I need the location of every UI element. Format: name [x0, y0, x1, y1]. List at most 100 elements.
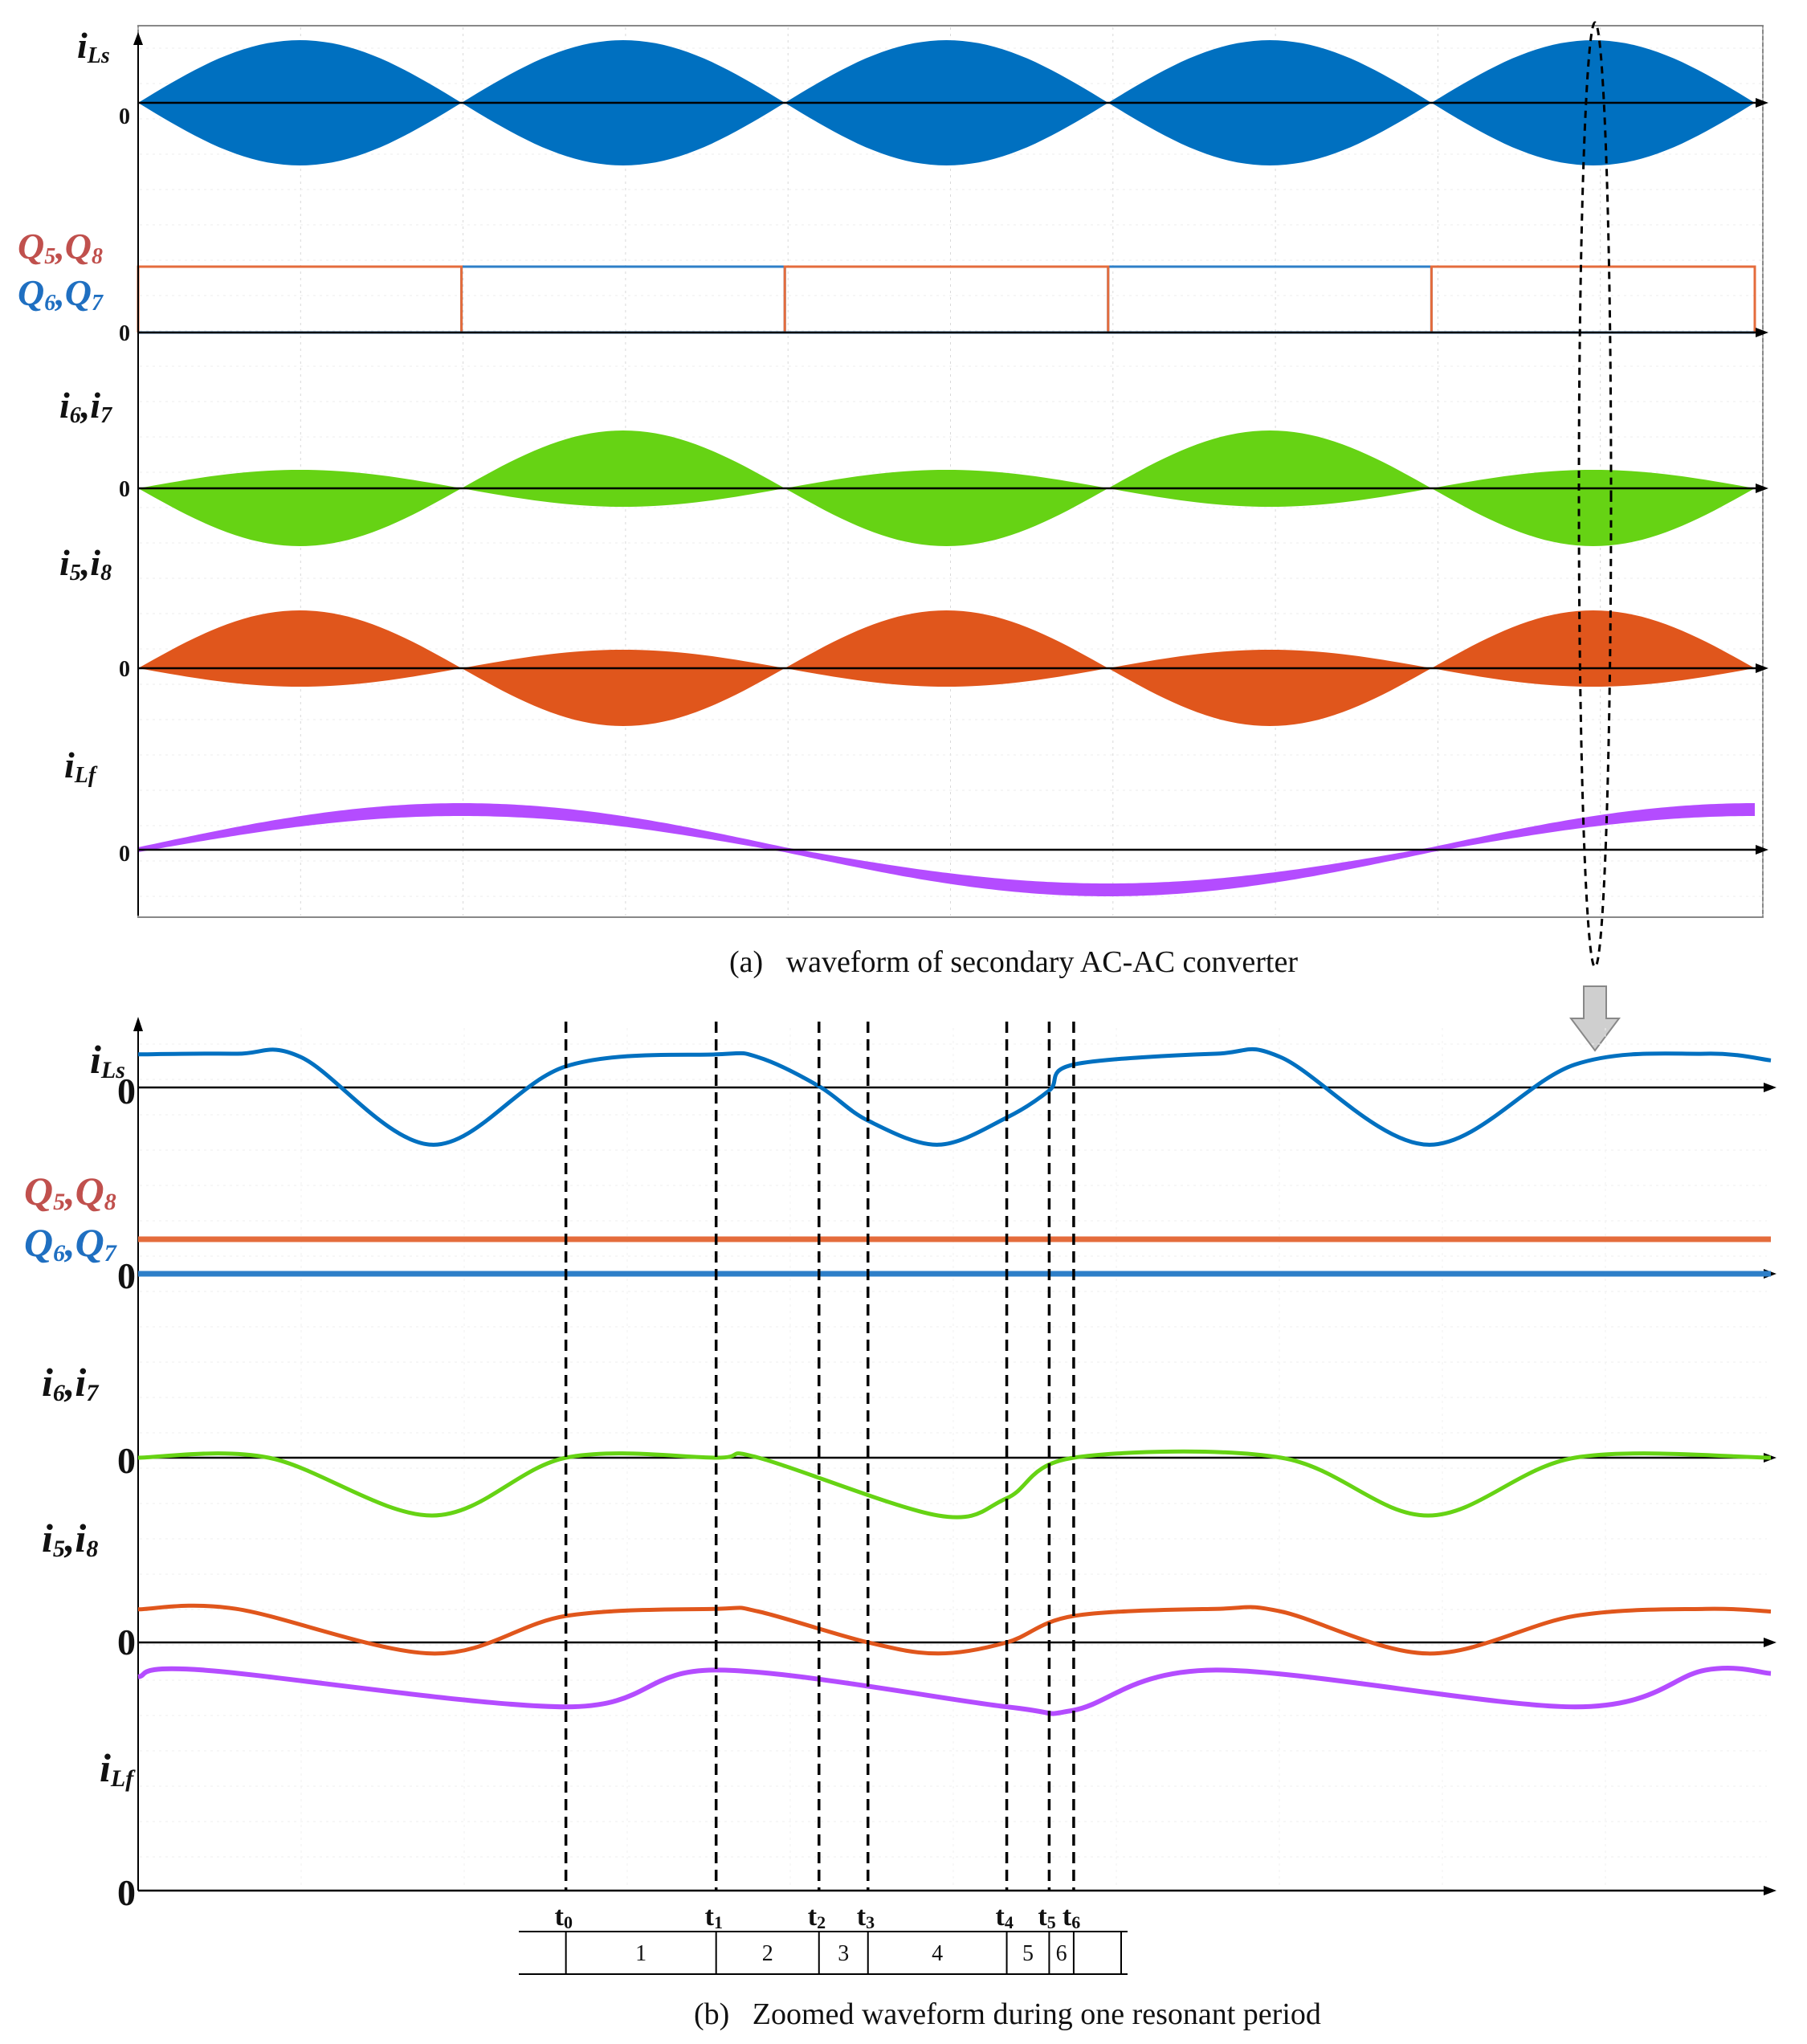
- label-a-i58-sub2: 8: [100, 561, 112, 585]
- label-a-iLs: iLs: [77, 25, 110, 68]
- interval-label-5: 5: [1022, 1941, 1034, 1966]
- label-a-iLf: iLf: [64, 745, 98, 788]
- label-b-i58-sub2: 8: [86, 1536, 98, 1562]
- y-axis-a-arrowhead-icon: [133, 32, 143, 45]
- label-a-i58-sep: ,i: [80, 542, 101, 583]
- interval-label-4: 4: [932, 1941, 943, 1966]
- label-a-q58-sub2: 8: [92, 244, 103, 269]
- axis-b-0-arrowhead-icon: [1764, 1083, 1776, 1092]
- label-b-iLs-i: i: [90, 1037, 101, 1082]
- time-marker-t-6: t: [1063, 1902, 1072, 1932]
- zero-b-2: 0: [117, 1440, 136, 1481]
- label-a-i67-sub1: 6: [70, 403, 81, 428]
- time-marker-t-1: t: [705, 1902, 715, 1932]
- time-marker-sub-2: 2: [817, 1912, 826, 1932]
- time-marker-t-5: t: [1038, 1902, 1047, 1932]
- i58-a-lobe: [461, 650, 785, 726]
- label-a-q67-sep: ,Q: [55, 272, 92, 313]
- time-marker-sub-6: 6: [1071, 1912, 1080, 1932]
- label-a-q58-q: Q: [18, 226, 44, 267]
- i58-a-lobe: [1431, 610, 1755, 687]
- i67-b-line: [137, 1449, 1772, 1520]
- label-b-q58-sep: ,Q: [63, 1169, 104, 1214]
- axis-b-4-arrowhead-icon: [1764, 1886, 1776, 1895]
- label-a-i67-i: i: [59, 385, 70, 426]
- label-b-i58: i5,i8: [42, 1516, 98, 1562]
- time-marker-sub-3: 3: [866, 1912, 875, 1932]
- label-a-q58: Q5,Q8: [18, 226, 103, 269]
- label-b-q67: Q6,Q7: [24, 1220, 117, 1267]
- label-a-i58-i: i: [59, 542, 70, 583]
- panel-b-time-markers: t0 t1 t2 t3 t4 t5 t6: [555, 1022, 1080, 1932]
- axis-a-2-arrowhead-icon: [1756, 483, 1768, 493]
- time-marker-label-5: t5: [1038, 1902, 1055, 1932]
- caption-a: (a) waveform of secondary AC-AC converte…: [729, 945, 1298, 979]
- label-b-iLs: iLs: [90, 1037, 125, 1083]
- panel-a-axes: [133, 32, 1768, 916]
- i58-a-lobe: [785, 610, 1108, 687]
- label-b-q67-sub2: 7: [104, 1240, 117, 1267]
- q67-a-pulse: [460, 265, 786, 333]
- y-axis-b-arrowhead-icon: [133, 1017, 143, 1031]
- label-a-q67-sub1: 6: [44, 291, 55, 316]
- label-b-i67-sep: ,i: [63, 1360, 87, 1405]
- label-b-i67-sub1: 6: [53, 1380, 65, 1406]
- interval-label-1: 1: [635, 1941, 647, 1966]
- panel-b-traces: [137, 1046, 1772, 1716]
- axis-a-0-arrowhead-icon: [1756, 98, 1768, 108]
- label-b-iLf-i: i: [100, 1745, 111, 1790]
- label-b-i67-sub2: 7: [86, 1380, 99, 1406]
- zero-a-1: 0: [119, 321, 130, 346]
- axis-a-1-arrowhead-icon: [1756, 328, 1768, 337]
- i67-a-lobe: [1107, 430, 1432, 507]
- zoom-ellipse: [1577, 21, 1613, 969]
- label-b-i67: i6,i7: [42, 1360, 99, 1406]
- label-a-q67-q: Q: [18, 272, 44, 313]
- caption-b: (b) Zoomed waveform during one resonant …: [694, 1997, 1321, 2031]
- time-marker-sub-1: 1: [714, 1912, 723, 1932]
- label-a-iLs-i: i: [77, 25, 88, 66]
- label-b-iLf: iLf: [100, 1745, 136, 1792]
- zero-b-0: 0: [117, 1071, 136, 1112]
- label-a-i58: i5,i8: [59, 542, 112, 585]
- time-marker-sub-4: 4: [1005, 1912, 1014, 1932]
- label-b-i58-sep: ,i: [63, 1516, 87, 1561]
- label-b-iLs-sub: Ls: [100, 1057, 125, 1083]
- axis-b-3-arrowhead-icon: [1764, 1638, 1776, 1647]
- i58-a-lobe: [138, 610, 462, 687]
- label-a-iLf-i: i: [64, 745, 75, 785]
- zoom-arrow-icon: [1569, 985, 1621, 1052]
- time-marker-label-3: t3: [857, 1902, 875, 1932]
- q58-a-pulse: [1430, 265, 1756, 333]
- time-marker-label-1: t1: [705, 1902, 723, 1932]
- time-marker-label-2: t2: [808, 1902, 826, 1932]
- zero-a-2: 0: [119, 477, 130, 502]
- interval-label-2: 2: [762, 1941, 773, 1966]
- zero-a-3: 0: [119, 657, 130, 682]
- label-b-iLf-sub: Lf: [110, 1765, 136, 1792]
- label-b-q67-q: Q: [24, 1220, 53, 1265]
- zero-b-3: 0: [117, 1622, 136, 1663]
- time-marker-label-4: t4: [996, 1902, 1014, 1932]
- label-a-i67-sub2: 7: [100, 403, 112, 428]
- label-a-i67: i6,i7: [59, 385, 112, 428]
- label-b-q58-sub2: 8: [104, 1189, 116, 1215]
- q58-a-pulse: [137, 265, 463, 333]
- interval-label-6: 6: [1056, 1941, 1067, 1966]
- label-b-q67-sep: ,Q: [63, 1220, 104, 1265]
- zero-b-4: 0: [117, 1872, 136, 1913]
- i67-a-lobe: [461, 430, 785, 507]
- i67-a-lobe: [138, 470, 462, 546]
- time-marker-sub-0: 0: [564, 1912, 573, 1932]
- label-b-i58-i: i: [42, 1516, 53, 1561]
- label-b-q58: Q5,Q8: [24, 1169, 116, 1215]
- zero-a-4: 0: [119, 842, 130, 867]
- time-marker-label-0: t0: [555, 1902, 573, 1932]
- axis-a-4-arrowhead-icon: [1756, 845, 1768, 855]
- q58-a-pulse: [783, 265, 1110, 333]
- panel-b-axes: [133, 1017, 1776, 1895]
- time-marker-t-4: t: [996, 1902, 1005, 1932]
- iLs-b-line: [137, 1046, 1772, 1147]
